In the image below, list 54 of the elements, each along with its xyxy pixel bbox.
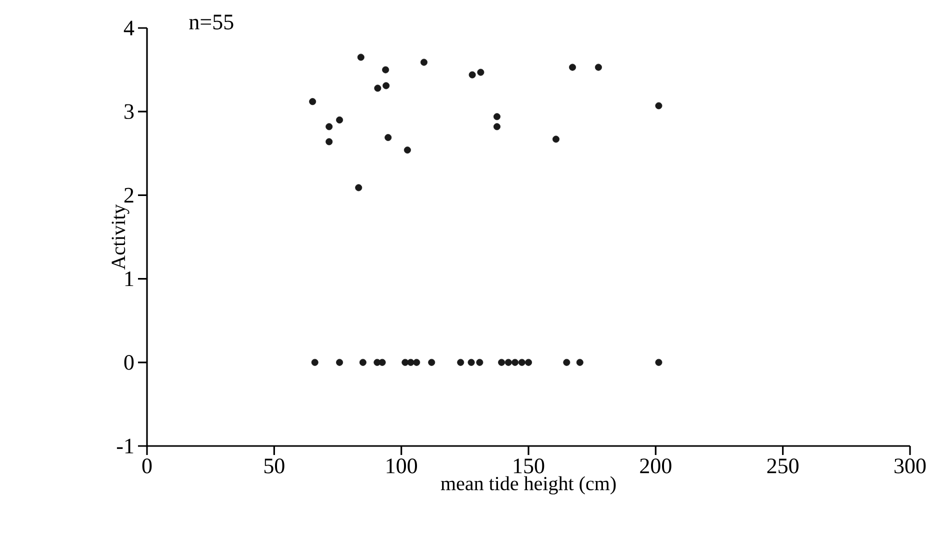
point [384, 134, 392, 142]
point [382, 82, 390, 90]
point [518, 358, 526, 366]
point [374, 84, 382, 92]
y-tick-label: 4 [124, 20, 134, 36]
point [336, 358, 344, 366]
x-tick-label: 100 [386, 458, 417, 474]
point [594, 64, 602, 71]
point [576, 358, 584, 366]
y-tick-label: 2 [124, 188, 134, 202]
point [498, 358, 506, 366]
y-axis-title: Activity [112, 204, 130, 270]
point [311, 358, 318, 366]
point [407, 358, 414, 366]
point [476, 358, 484, 366]
x-tick-label: 0 [142, 458, 152, 474]
point [420, 58, 428, 66]
point [569, 64, 576, 71]
point [404, 146, 411, 154]
point [326, 123, 333, 130]
point [457, 358, 464, 366]
point [309, 98, 316, 106]
point [563, 358, 570, 366]
point [382, 66, 390, 74]
x-axis-title: mean tide height (cm) [440, 476, 616, 494]
point [655, 102, 662, 110]
point [477, 68, 484, 76]
x-tick-label: 150 [514, 458, 544, 474]
annotation: n=55 [189, 14, 234, 30]
x-tick-label: 250 [767, 458, 798, 474]
x-tick-label: 50 [264, 458, 284, 474]
point [357, 54, 364, 61]
point [504, 358, 512, 366]
y-tick-label: 1 [125, 272, 134, 286]
y-tick-label: 0 [124, 354, 134, 370]
point [359, 358, 366, 366]
point [525, 358, 532, 366]
point [326, 138, 333, 146]
x-tick-label: 300 [894, 458, 926, 474]
point [655, 358, 662, 366]
y-tick-label: 3 [124, 104, 134, 119]
point [468, 358, 475, 366]
point [493, 113, 500, 120]
point [413, 358, 420, 366]
point [552, 136, 560, 143]
point [428, 358, 436, 366]
point [355, 184, 362, 192]
point [336, 116, 344, 124]
point [512, 358, 519, 366]
x-tick-label: 200 [640, 458, 672, 474]
point [378, 358, 386, 366]
y-tick-label: -1 [116, 438, 134, 454]
point [493, 123, 500, 130]
point [468, 71, 476, 78]
